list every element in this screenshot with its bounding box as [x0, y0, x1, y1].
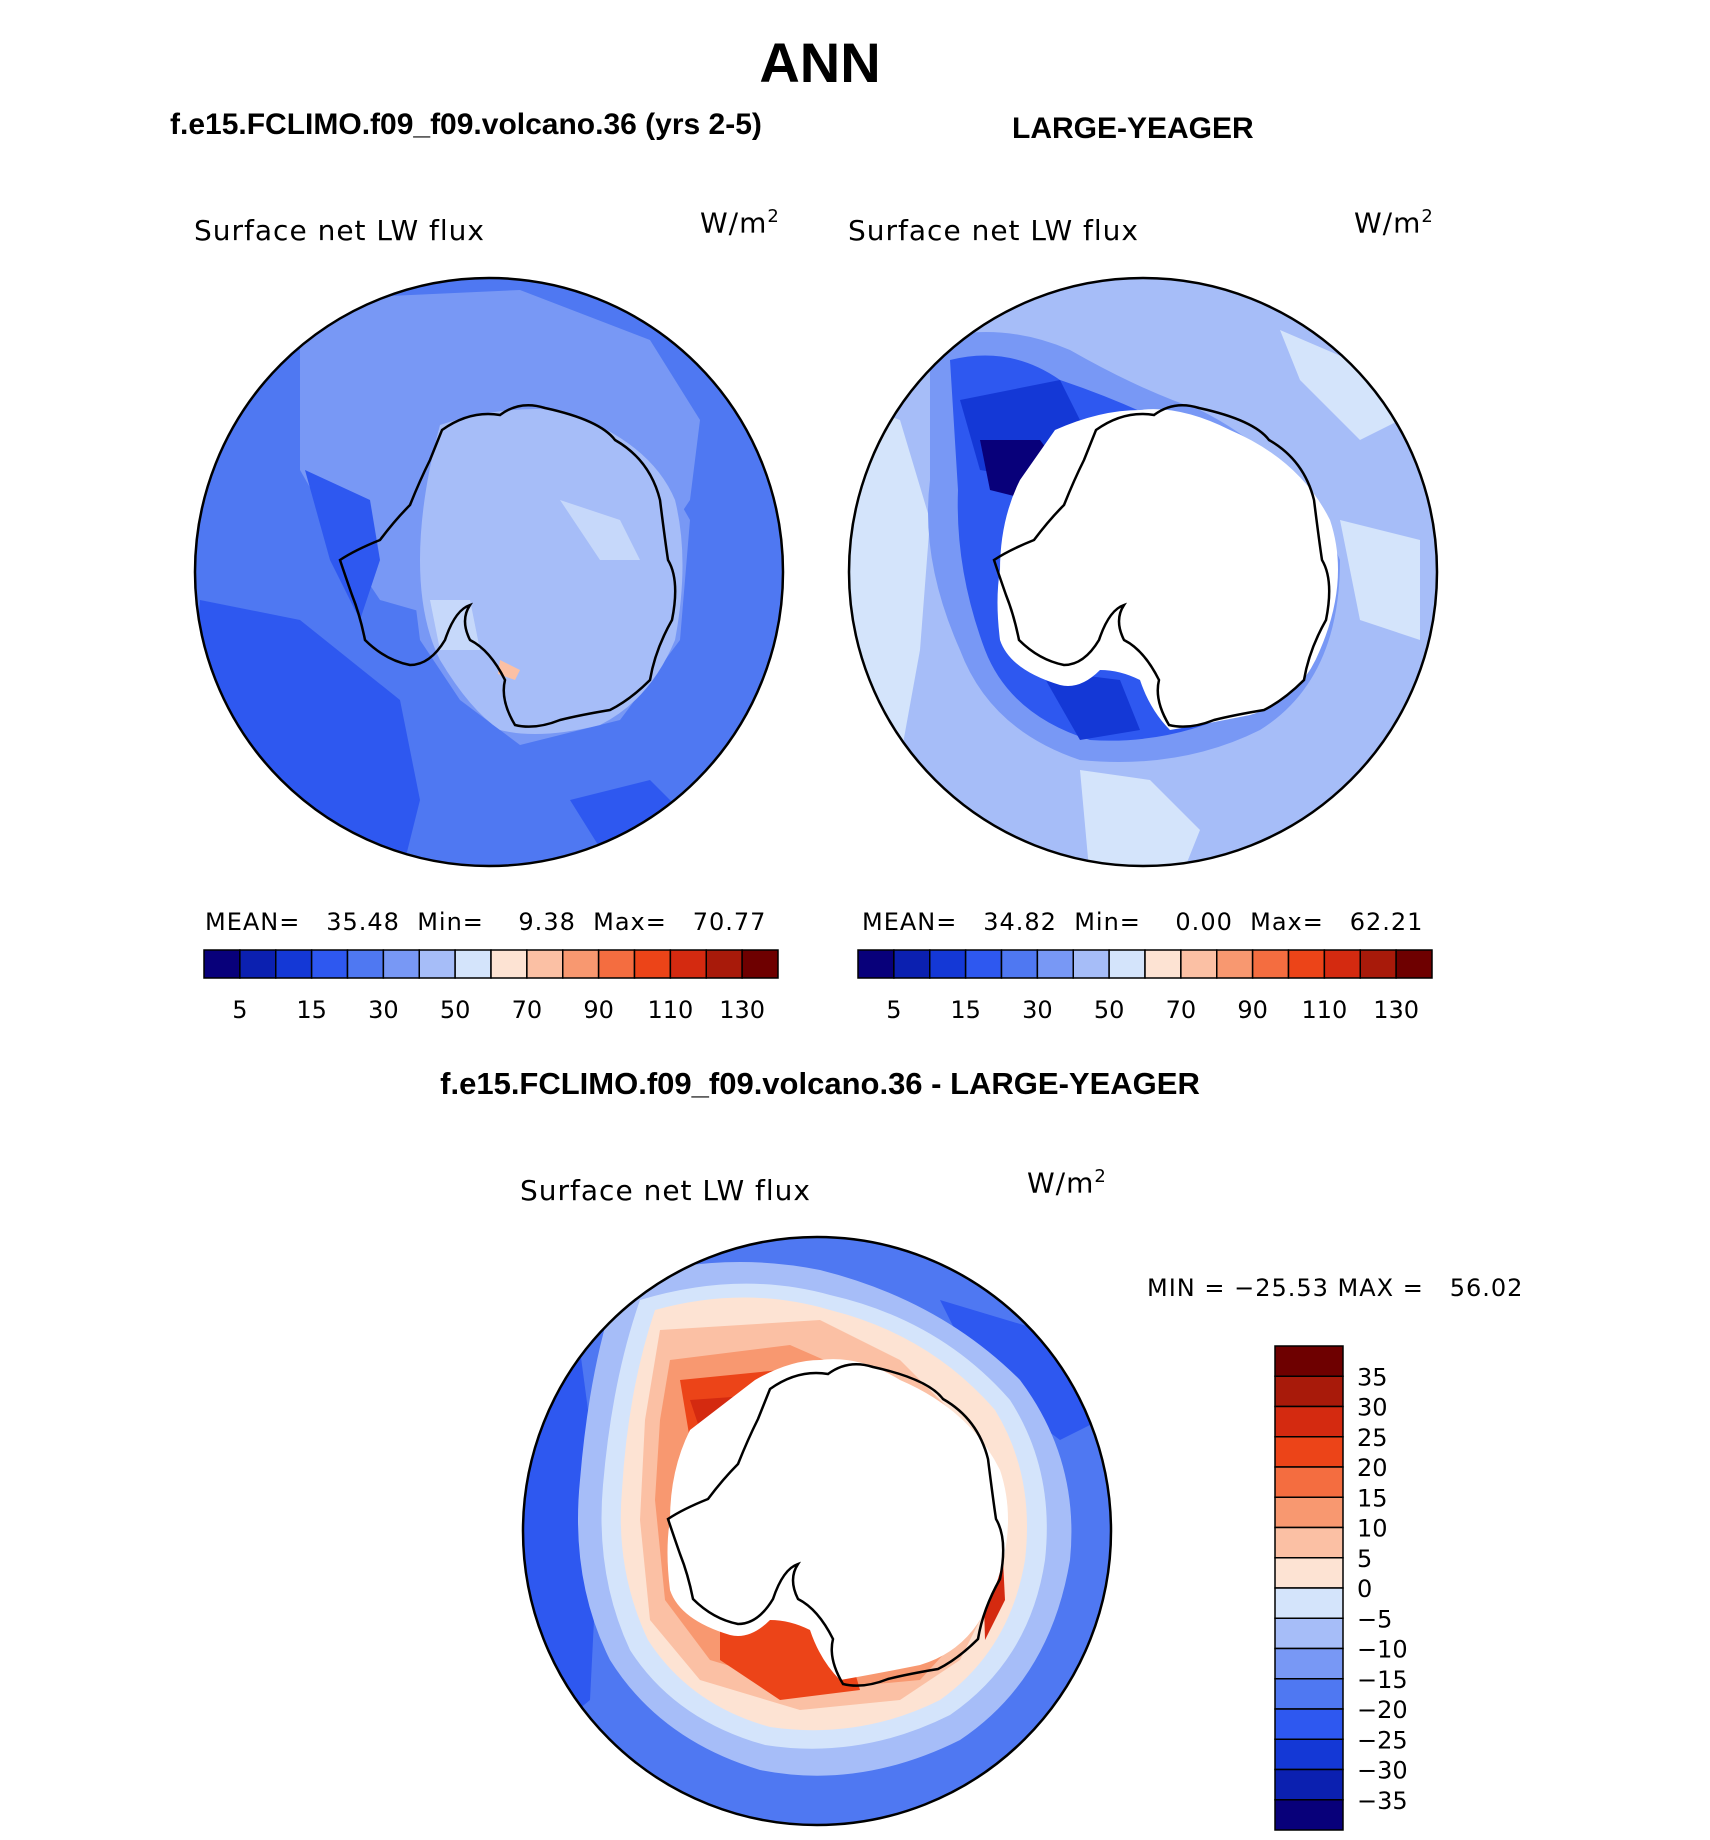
case-colorbar-box [705, 949, 743, 979]
diff-variable-label: Surface net LW flux [520, 1174, 811, 1207]
case-colorbar-tick-label: 5 [232, 996, 247, 1024]
ref-colorbar-tick-label: 90 [1237, 996, 1268, 1024]
ref-colorbar-box [1180, 949, 1218, 979]
diff-colorbar-tick-label: −25 [1357, 1726, 1408, 1754]
ref-colorbar-box [1036, 949, 1074, 979]
case-map [193, 276, 785, 868]
case-colorbar-tick-label: 110 [647, 996, 693, 1024]
ref-colorbar-tick-label: 70 [1166, 996, 1197, 1024]
ref-colorbar-box [1359, 949, 1397, 979]
difference-title: f.e15.FCLIMO.f09_f09.volcano.36 - LARGE-… [440, 1066, 1200, 1101]
case-colorbar-box [310, 949, 349, 979]
diff-colorbar-box [1274, 1587, 1344, 1619]
ref-colorbar-box [1251, 949, 1290, 979]
case-colorbar-box [562, 949, 600, 979]
case-colorbar-tick-label: 70 [512, 996, 543, 1024]
case-colorbar-box [526, 949, 564, 979]
diff-colorbar-tick-label: 15 [1357, 1484, 1388, 1512]
diff-colorbar-tick-label: −35 [1357, 1787, 1408, 1815]
case-units-label: W/m2 [700, 206, 780, 240]
case-colorbar-box [633, 949, 672, 979]
difference-map [521, 1235, 1113, 1827]
diff-colorbar-tick-label: 25 [1357, 1424, 1388, 1452]
ref-colorbar-box [929, 949, 967, 979]
ref-colorbar-box [964, 949, 1003, 979]
diff-colorbar-tick-label: 20 [1357, 1454, 1388, 1482]
case-colorbar-tick-label: 130 [719, 996, 765, 1024]
diff-colorbar-tick-label: −10 [1357, 1636, 1408, 1664]
diff-colorbar-box [1274, 1375, 1344, 1408]
case-colorbar-box [454, 949, 492, 979]
ref-colorbar-box [1072, 949, 1110, 979]
case-colorbar-box [741, 949, 779, 979]
ref-colorbar-tick-label: 5 [886, 996, 901, 1024]
diff-colorbar-box [1274, 1799, 1344, 1831]
reference-map [847, 276, 1439, 868]
diff-colorbar-tick-label: 0 [1357, 1575, 1372, 1603]
diff-colorbar-box [1274, 1436, 1344, 1468]
case-colorbar-tick-label: 50 [440, 996, 471, 1024]
ref-colorbar-box [1323, 949, 1361, 979]
diff-units-label: W/m2 [1027, 1166, 1107, 1200]
case-colorbar-box [239, 949, 277, 979]
diff-colorbar-box [1274, 1617, 1344, 1650]
ref-colorbar-tick-label: 130 [1373, 996, 1419, 1024]
ref-colorbar-box [1000, 949, 1039, 979]
ref-colorbar-tick-label: 30 [1022, 996, 1053, 1024]
case-colorbar-box [346, 949, 385, 979]
diff-colorbar-box [1274, 1405, 1344, 1438]
diff-colorbar-tick-label: −20 [1357, 1696, 1408, 1724]
diff-colorbar-box [1274, 1708, 1344, 1740]
ref-colorbar-box [1144, 949, 1182, 979]
diff-colorbar-box [1274, 1768, 1344, 1801]
case-colorbar-box [203, 949, 241, 979]
case-colorbar: 5 15 30 50 70 90 110 130 [203, 949, 779, 1024]
ref-colorbar-box [1108, 949, 1146, 979]
ref-colorbar-box [893, 949, 931, 979]
case-colorbar-box [275, 949, 313, 979]
reference-title: LARGE-YEAGER [1012, 112, 1254, 145]
ref-colorbar-box [1395, 949, 1433, 979]
diff-colorbar-box [1274, 1526, 1344, 1559]
diff-colorbar-box [1274, 1466, 1344, 1498]
diff-colorbar-box [1274, 1496, 1344, 1529]
diff-colorbar-tick-label: 5 [1357, 1545, 1372, 1573]
diff-colorbar-tick-label: 30 [1357, 1394, 1388, 1422]
ref-colorbar: 5 15 30 50 70 90 110 130 [857, 949, 1433, 1024]
case-colorbar-tick-label: 15 [296, 996, 327, 1024]
diff-colorbar-box [1274, 1557, 1344, 1589]
ref-stats: MEAN= 34.82 Min= 0.00 Max= 62.21 [862, 908, 1424, 936]
diff-colorbar-tick-label: −30 [1357, 1757, 1408, 1785]
case-colorbar-tick-label: 30 [368, 996, 399, 1024]
case-colorbar-box [418, 949, 456, 979]
ref-variable-label: Surface net LW flux [848, 214, 1139, 247]
ref-units-label: W/m2 [1354, 206, 1434, 240]
case-colorbar-box [597, 949, 636, 979]
ref-colorbar-box [1216, 949, 1254, 979]
ref-colorbar-box [1287, 949, 1326, 979]
diff-colorbar-tick-label: 10 [1357, 1515, 1388, 1543]
case-colorbar-box [490, 949, 528, 979]
diff-colorbar-box [1274, 1647, 1344, 1680]
diff-colorbar-box [1274, 1345, 1344, 1377]
ref-colorbar-tick-label: 50 [1094, 996, 1125, 1024]
case-stats: MEAN= 35.48 Min= 9.38 Max= 70.77 [205, 908, 767, 936]
ref-colorbar-tick-label: 110 [1301, 996, 1347, 1024]
diff-colorbar-box [1274, 1678, 1344, 1710]
diff-colorbar-box [1274, 1738, 1344, 1771]
diff-stats: MIN = −25.53 MAX = 56.02 [1147, 1274, 1524, 1302]
diff-colorbar-tick-label: 35 [1357, 1363, 1388, 1391]
diff-colorbar-tick-label: −5 [1357, 1605, 1392, 1633]
ref-colorbar-tick-label: 15 [950, 996, 981, 1024]
diff-colorbar-tick-label: −15 [1357, 1666, 1408, 1694]
case-colorbar-box [382, 949, 420, 979]
ref-colorbar-box [857, 949, 895, 979]
page-title: ANN [759, 31, 881, 94]
case-variable-label: Surface net LW flux [194, 214, 485, 247]
case-colorbar-box [669, 949, 707, 979]
case-colorbar-tick-label: 90 [583, 996, 614, 1024]
case-title: f.e15.FCLIMO.f09_f09.volcano.36 (yrs 2-5… [170, 108, 762, 141]
